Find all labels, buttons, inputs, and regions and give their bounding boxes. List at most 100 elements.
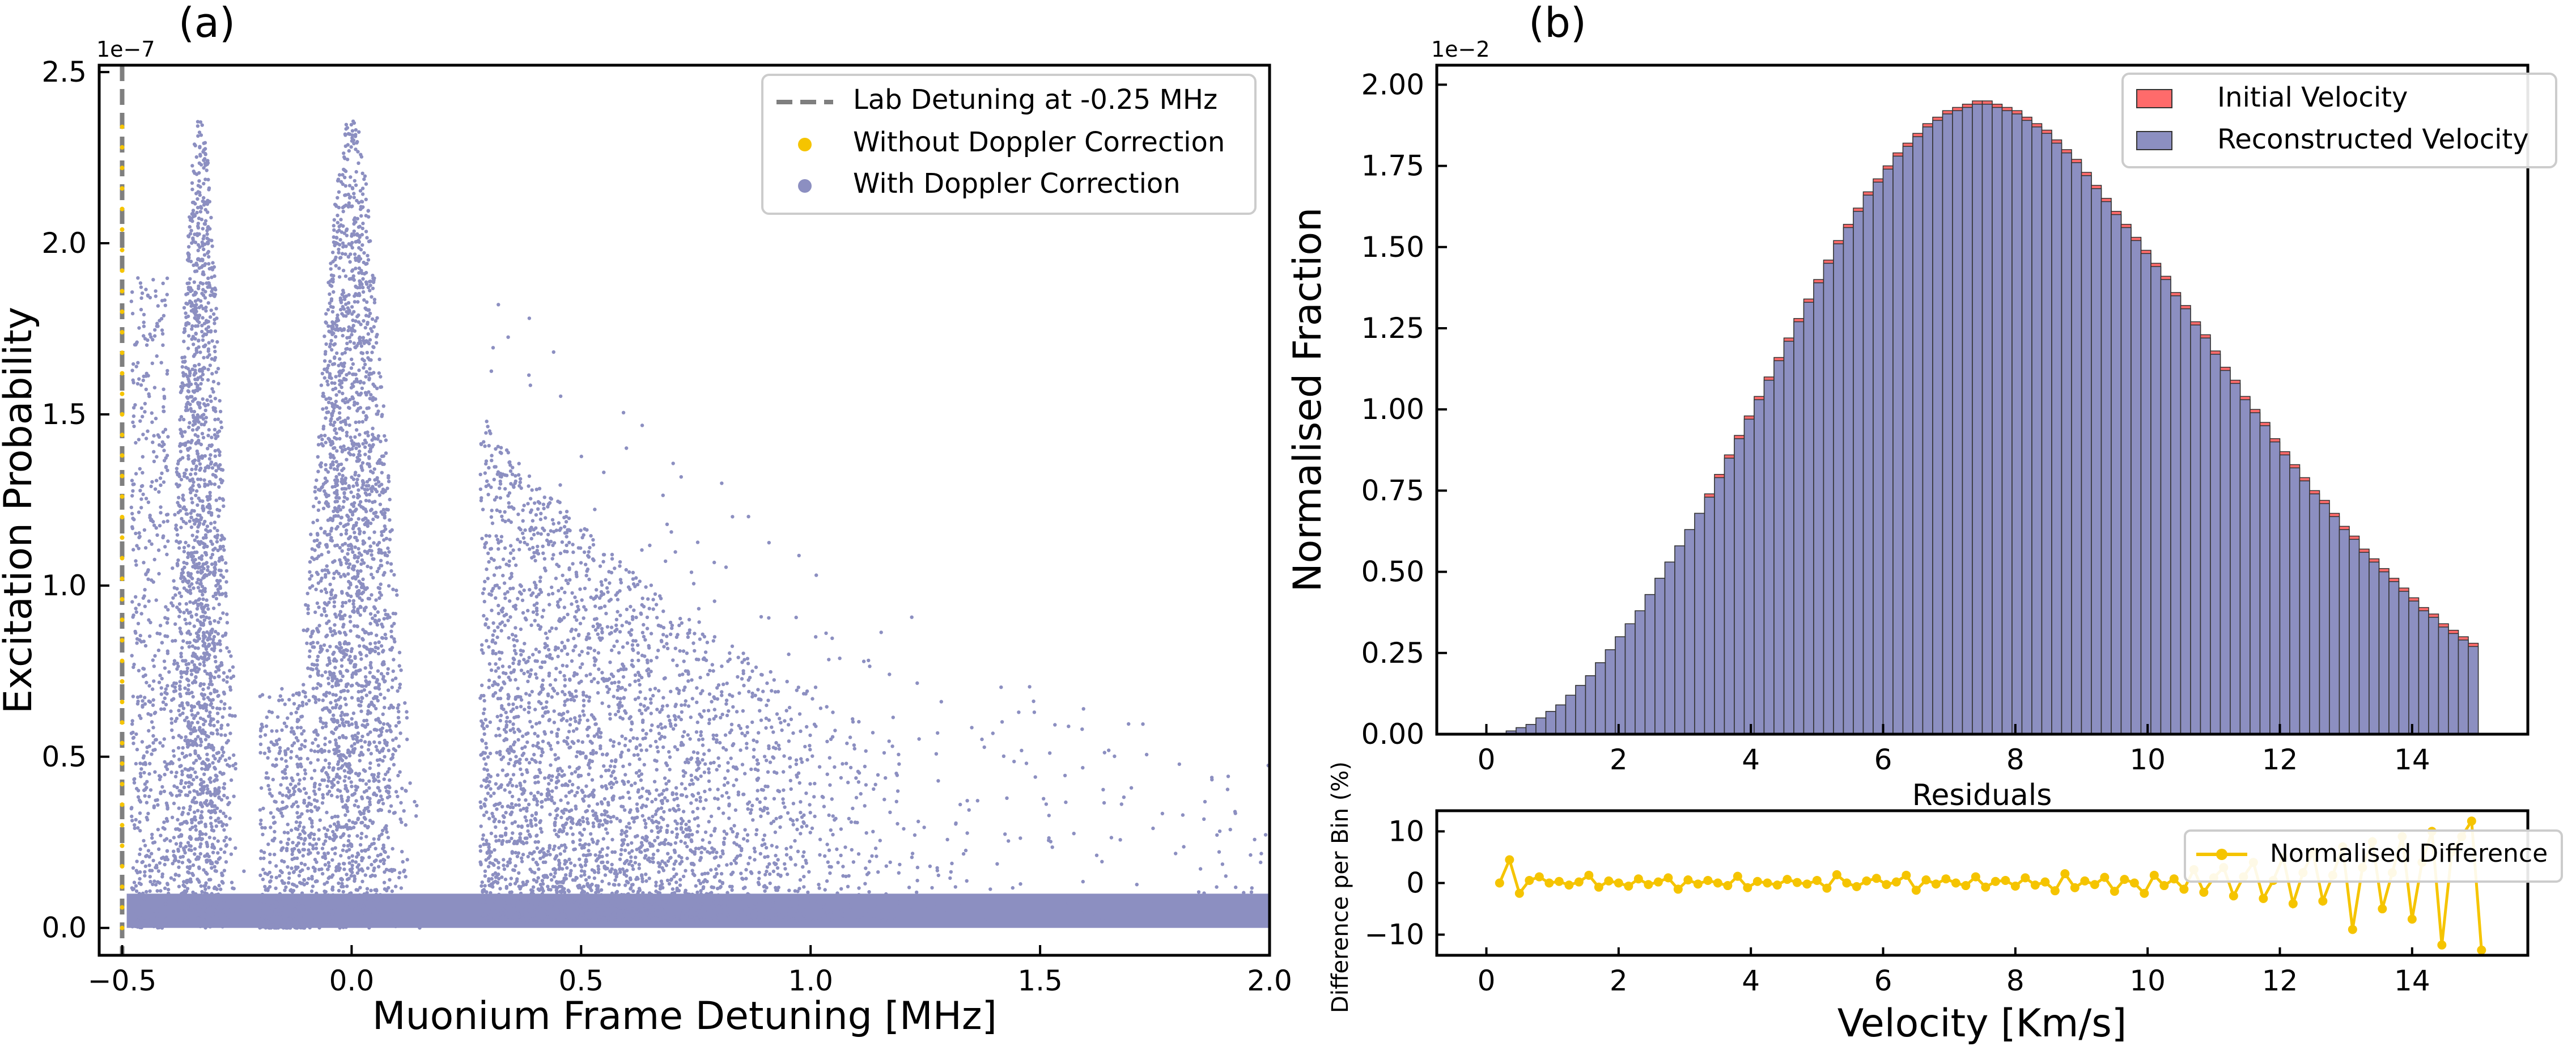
scatter-point bbox=[496, 603, 500, 608]
scatter-point bbox=[830, 735, 835, 739]
scatter-point bbox=[313, 738, 317, 742]
scatter-point bbox=[190, 399, 195, 403]
scatter-point bbox=[388, 724, 392, 728]
scatter-point bbox=[326, 681, 331, 686]
scatter-point bbox=[312, 798, 317, 802]
scatter-point bbox=[194, 467, 198, 471]
scatter-point bbox=[349, 629, 353, 633]
scatter-point bbox=[387, 791, 391, 795]
scatter-point bbox=[326, 383, 330, 387]
scatter-point bbox=[649, 583, 653, 587]
scatter-point bbox=[383, 826, 387, 830]
scatter-point bbox=[339, 380, 343, 384]
scatter-point bbox=[360, 486, 364, 490]
scatter-point bbox=[373, 907, 377, 911]
scatter-point bbox=[338, 406, 342, 410]
scatter-point bbox=[341, 543, 345, 547]
scatter-point bbox=[370, 507, 374, 511]
scatter-point bbox=[210, 828, 214, 832]
scatter-point bbox=[345, 346, 349, 351]
scatter-point bbox=[177, 503, 181, 507]
scatter-point bbox=[374, 397, 377, 401]
scatter-point bbox=[328, 397, 333, 401]
scatter-point bbox=[330, 873, 335, 877]
scatter-point bbox=[359, 200, 364, 204]
scatter-point bbox=[222, 671, 226, 675]
scatter-point bbox=[340, 882, 344, 886]
scatter-point bbox=[364, 680, 369, 684]
scatter-point bbox=[188, 299, 192, 303]
scatter-point bbox=[206, 464, 211, 469]
scatter-point bbox=[179, 384, 183, 388]
scatter-point bbox=[391, 897, 395, 901]
scatter-point bbox=[194, 775, 199, 780]
scatter-point bbox=[222, 678, 226, 682]
scatter-point bbox=[387, 706, 392, 710]
scatter-point bbox=[533, 501, 537, 505]
scatter-point bbox=[184, 602, 188, 606]
scatter-point bbox=[408, 898, 412, 902]
scatter-point bbox=[374, 645, 377, 650]
scatter-point bbox=[339, 658, 344, 662]
scatter-point bbox=[540, 615, 544, 619]
scatter-point bbox=[337, 173, 342, 177]
scatter-point bbox=[399, 801, 403, 805]
scatter-point bbox=[314, 587, 318, 591]
scatter-point bbox=[337, 723, 342, 728]
scatter-point bbox=[181, 498, 186, 502]
scatter-point bbox=[228, 816, 232, 820]
scatter-point bbox=[198, 782, 202, 787]
scatter-point bbox=[382, 880, 387, 884]
scatter-point bbox=[359, 605, 363, 609]
scatter-point bbox=[188, 790, 192, 794]
scatter-point bbox=[324, 770, 328, 775]
scatter-point bbox=[310, 819, 314, 823]
scatter-point bbox=[366, 825, 370, 830]
scatter-point bbox=[200, 422, 203, 426]
scatter-point bbox=[182, 880, 186, 884]
scatter-point bbox=[703, 650, 708, 654]
scatter-point bbox=[210, 629, 214, 633]
scatter-point bbox=[166, 887, 171, 892]
scatter-point bbox=[193, 824, 198, 828]
scatter-point bbox=[195, 656, 199, 660]
scatter-point bbox=[201, 639, 205, 643]
scatter-point bbox=[183, 617, 187, 622]
scatter-point bbox=[189, 572, 193, 576]
scatter-point bbox=[196, 604, 200, 608]
scatter-point bbox=[360, 192, 365, 196]
scatter-point bbox=[219, 726, 223, 730]
scatter-point bbox=[206, 483, 210, 487]
scatter-point bbox=[338, 776, 342, 780]
scatter-point bbox=[194, 192, 198, 196]
scatter-point bbox=[736, 655, 740, 659]
scatter-point bbox=[401, 859, 405, 864]
scatter-point bbox=[381, 722, 386, 726]
scatter-point bbox=[170, 728, 174, 732]
scatter-point bbox=[209, 482, 213, 486]
scatter-point bbox=[205, 852, 209, 856]
scatter-point bbox=[361, 577, 365, 581]
scatter-point bbox=[180, 751, 184, 756]
scatter-point bbox=[190, 691, 194, 694]
scatter-point bbox=[331, 893, 335, 897]
scatter-point bbox=[330, 588, 334, 592]
scatter-point bbox=[216, 464, 220, 468]
scatter-point bbox=[373, 478, 377, 482]
scatter-point bbox=[350, 675, 354, 679]
scatter-point bbox=[346, 920, 350, 924]
scatter-point bbox=[180, 388, 184, 393]
scatter-point bbox=[341, 895, 345, 899]
scatter-point bbox=[342, 867, 346, 871]
scatter-point bbox=[499, 539, 503, 543]
scatter-point bbox=[617, 883, 621, 887]
scatter-point bbox=[213, 433, 217, 437]
scatter-point bbox=[227, 756, 231, 760]
scatter-point bbox=[361, 277, 365, 281]
scatter-point bbox=[205, 752, 209, 756]
scatter-point bbox=[848, 765, 853, 770]
scatter-point bbox=[208, 776, 213, 780]
scatter-point bbox=[189, 704, 194, 708]
scatter-point bbox=[179, 576, 183, 581]
scatter-point bbox=[183, 327, 186, 331]
